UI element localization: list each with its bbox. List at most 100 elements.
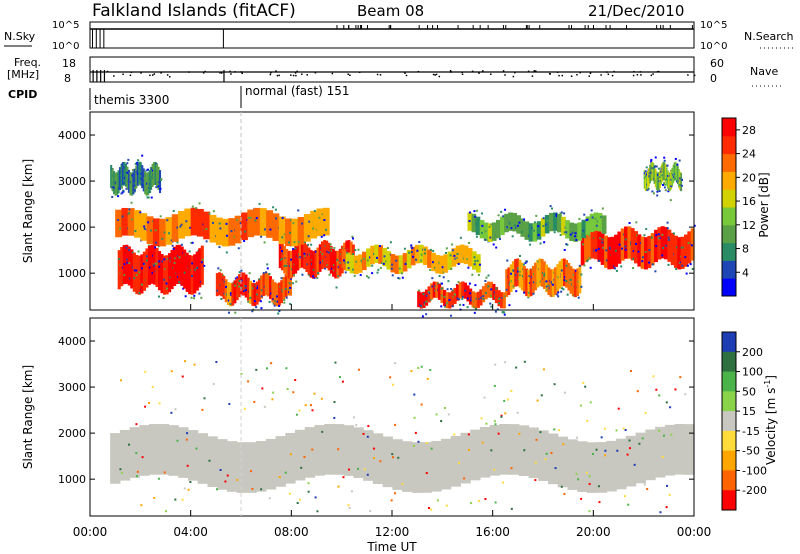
power-point [225, 285, 228, 288]
velocity-point [135, 475, 138, 478]
power-point [450, 314, 453, 317]
power-point [563, 231, 566, 234]
power-point [191, 241, 194, 244]
velocity-point [296, 502, 299, 505]
ground-scatter-mark [324, 424, 335, 475]
power-mark [134, 210, 141, 238]
power-point [461, 297, 464, 300]
power-point [366, 259, 369, 262]
power-point [663, 181, 666, 184]
power-point [521, 275, 524, 278]
power-point [424, 248, 427, 251]
power-mark [451, 248, 457, 267]
power-point [569, 233, 572, 236]
nave-dot [240, 71, 243, 73]
power-colorbar-label: Power [dB] [757, 172, 771, 237]
power-point [368, 256, 371, 259]
power-point [492, 243, 495, 246]
velocity-point [553, 428, 556, 431]
nave-dot [296, 70, 298, 73]
y-tick-label: 4000 [58, 129, 86, 142]
power-point [292, 274, 295, 277]
x-tick-label: 08:00 [274, 525, 309, 539]
velocity-point [516, 411, 519, 414]
power-point [680, 184, 683, 187]
power-mark [567, 262, 571, 291]
power-mark [435, 255, 440, 274]
power-point [661, 233, 664, 236]
power-point [506, 259, 509, 262]
velocity-point [575, 472, 578, 475]
power-point [650, 160, 653, 163]
power-point [162, 296, 165, 299]
nave-dot [434, 74, 436, 76]
power-point [277, 312, 280, 315]
velocity-point [500, 415, 503, 418]
velocity-point [494, 501, 497, 504]
power-point [602, 218, 605, 221]
power-point [161, 237, 164, 240]
power-mark [150, 166, 153, 190]
power-point [218, 246, 221, 249]
power-point [398, 267, 401, 270]
velocity-point [391, 453, 394, 456]
power-mark [443, 289, 447, 307]
velocity-point [490, 449, 493, 452]
power-point [352, 237, 355, 240]
velocity-point [553, 383, 556, 386]
velocity-point [164, 510, 167, 513]
velocity-point [294, 379, 297, 382]
power-point [487, 285, 490, 288]
velocity-point [661, 455, 664, 458]
power-point [504, 227, 507, 230]
nave-dot [570, 75, 573, 77]
power-point [519, 218, 522, 221]
power-point [573, 294, 576, 297]
velocity-point [624, 428, 627, 431]
power-mark [610, 236, 615, 270]
power-point [272, 298, 275, 301]
power-point [580, 285, 583, 288]
nsearch-label: N.Search [744, 30, 794, 43]
power-point [632, 257, 635, 260]
power-point [634, 242, 637, 245]
power-point [674, 157, 677, 160]
nave-dot [151, 74, 154, 76]
power-point [586, 259, 589, 262]
cpid-mode-2: normal (fast) 151 [245, 84, 349, 98]
velocity-point [425, 472, 428, 475]
power-point [301, 273, 304, 276]
colorbar-tick-label: 16 [742, 195, 756, 208]
ground-scatter-mark [567, 439, 578, 490]
power-point [208, 212, 211, 215]
power-point [290, 268, 293, 271]
power-point [126, 261, 129, 264]
power-mark [458, 282, 462, 299]
power-point [555, 215, 558, 218]
power-mark [137, 255, 141, 295]
power-mark [644, 172, 647, 191]
velocity-point [510, 467, 513, 470]
power-point [575, 269, 578, 272]
power-point [318, 216, 321, 219]
power-mark [195, 251, 199, 291]
power-mark [329, 246, 333, 274]
velocity-point [389, 376, 392, 379]
ground-scatter-mark [304, 427, 316, 478]
velocity-point [598, 501, 601, 504]
velocity-point [300, 466, 303, 469]
power-point [656, 190, 659, 193]
nave-dot [640, 74, 642, 76]
power-point [234, 284, 237, 287]
power-point [281, 288, 284, 291]
power-point [163, 231, 166, 234]
power-point [588, 257, 591, 260]
power-mark [386, 251, 392, 270]
power-point [279, 258, 282, 261]
power-mark [664, 164, 667, 183]
velocity-point [311, 448, 314, 451]
power-point [440, 305, 443, 308]
station-title: Falkland Islands (fitACF) [92, 1, 296, 21]
power-point [401, 276, 404, 279]
velocity-point [485, 422, 488, 425]
